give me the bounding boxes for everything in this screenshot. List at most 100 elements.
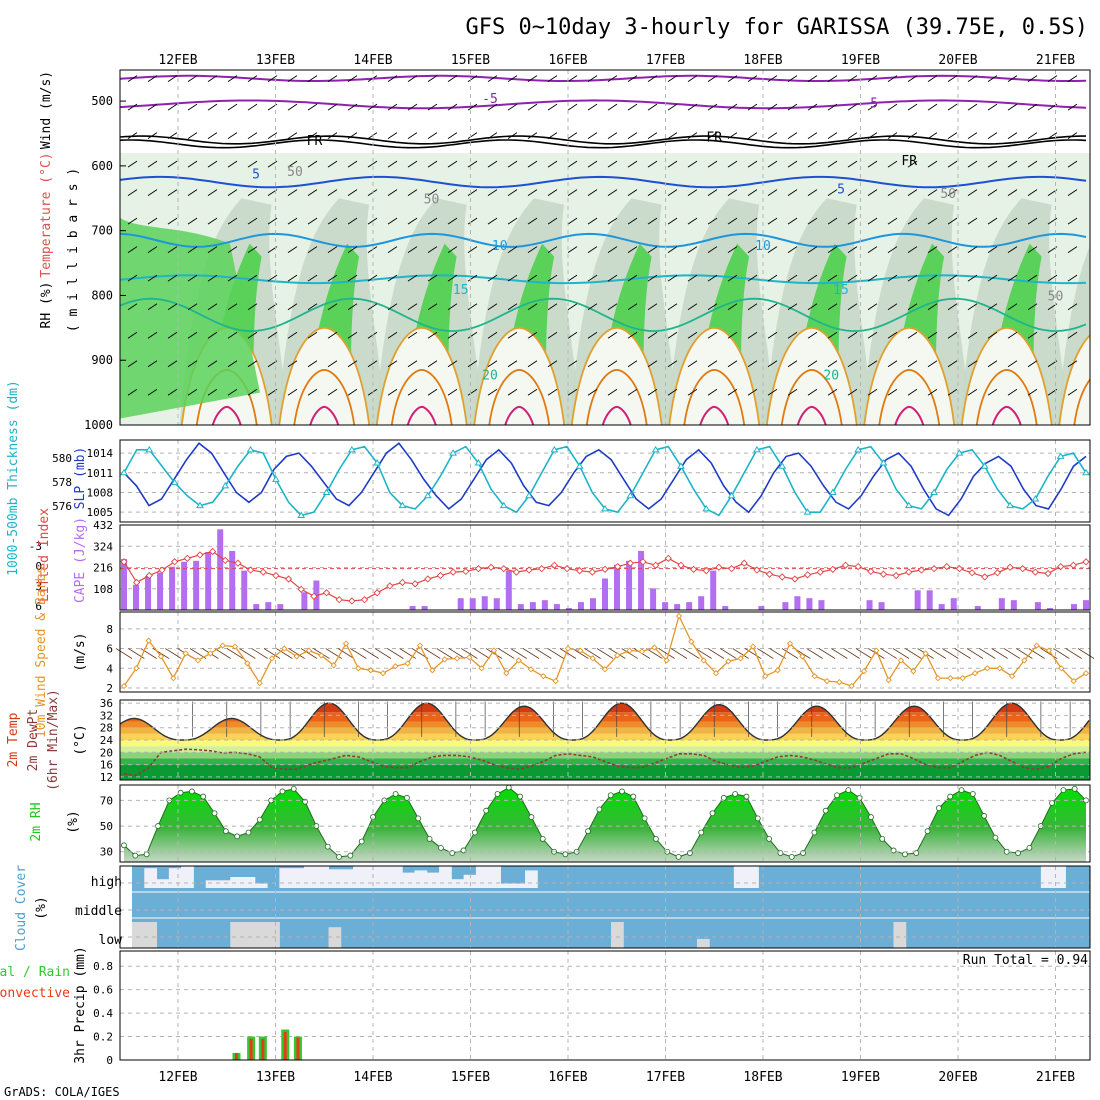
wind-barb <box>667 274 678 282</box>
wind-barb <box>327 132 338 140</box>
wind-barb <box>467 303 478 311</box>
cape-bar <box>193 560 200 610</box>
high-cloud-cell <box>365 866 379 888</box>
wind-barb <box>987 246 998 254</box>
wind-tick-label: 8 <box>106 623 113 636</box>
lifted-index-point <box>803 571 812 579</box>
wind-barb <box>127 388 138 396</box>
panel-frame <box>119 69 1091 426</box>
lifted-index-point <box>120 558 128 566</box>
wind-barb <box>547 648 564 659</box>
wind-barb <box>1053 648 1070 659</box>
wind-barb <box>927 217 938 225</box>
wind-barb <box>387 217 398 225</box>
wind-barb <box>467 160 478 168</box>
rh-point <box>992 834 999 841</box>
contour-label: 50 <box>287 165 303 180</box>
wind-barb <box>767 360 778 368</box>
wind-barb <box>1067 189 1078 197</box>
wind-barb <box>287 217 298 225</box>
wind-speed-point <box>700 657 707 664</box>
wind-speed-point <box>429 667 436 674</box>
wind-barb <box>498 648 515 659</box>
wind-speed-point <box>207 650 214 657</box>
wind-barb <box>667 132 678 140</box>
pressure-tick-label: 1000 <box>84 418 113 432</box>
wind-barb <box>487 160 498 168</box>
wind-barb <box>467 331 478 339</box>
wind-barb <box>707 189 718 197</box>
wind-barb <box>387 75 398 83</box>
wind-barb <box>847 75 858 83</box>
wind-barb <box>647 246 658 254</box>
wind-10m-panel: 2 4 6 8 10m Wind Speed & Barbs (m/s) <box>34 566 1095 738</box>
temperature-contour-10 <box>120 232 1087 248</box>
wind-barb <box>767 132 778 140</box>
wind-barb <box>507 75 518 83</box>
cape-bar <box>205 551 212 610</box>
wind-barb <box>787 388 798 396</box>
wind-barb <box>887 388 898 396</box>
temperature-band <box>120 746 1090 753</box>
wind-barb <box>1027 132 1038 140</box>
rh-point <box>811 829 818 836</box>
temperature-contour-30 <box>780 369 843 425</box>
rh-point <box>415 815 422 822</box>
wind-barb <box>627 303 638 311</box>
cape-bar <box>529 602 536 610</box>
wind-barb <box>407 217 418 225</box>
rh-point <box>856 794 863 801</box>
wind-speed-point <box>194 657 202 664</box>
high-cloud-cell <box>168 868 182 888</box>
thickness-point <box>1056 452 1065 459</box>
wind-barb <box>547 75 558 83</box>
lifted-index-point <box>234 559 242 567</box>
slp-series-line <box>123 442 1087 517</box>
contour-label: 10 <box>492 239 508 254</box>
wind-speed-point <box>355 665 362 672</box>
date-tick-label: 15FEB <box>451 1070 490 1085</box>
lifted-index-point <box>639 558 647 566</box>
wind-speed-point <box>170 675 177 682</box>
thickness-point <box>525 491 533 499</box>
wind-speed-point <box>453 655 461 662</box>
lifted-index-point <box>626 559 634 567</box>
cloud-unit-label: (%) <box>34 896 49 919</box>
wind-barb <box>387 360 398 368</box>
wind-barb <box>1067 360 1078 368</box>
cape-bar <box>157 572 164 610</box>
temperature-axis-label: 2m Temp <box>6 712 21 767</box>
wind-speed-point <box>799 653 806 660</box>
wind-barb <box>847 303 858 311</box>
wind-barb <box>267 217 278 225</box>
wind-barb <box>267 274 278 282</box>
wind-barb <box>287 274 298 282</box>
wind-barb <box>547 189 558 197</box>
cape-bar <box>277 604 284 610</box>
wind-barb <box>867 103 878 111</box>
convective-precip-bar <box>296 1037 300 1060</box>
cape-bar <box>265 602 272 610</box>
date-tick-label: 19FEB <box>841 53 880 68</box>
wind-barb <box>847 388 858 396</box>
thickness-point <box>550 445 559 453</box>
rh-point <box>222 828 229 835</box>
wind-barb <box>207 388 218 396</box>
wind-barb <box>687 246 698 254</box>
wind-barb <box>987 160 998 168</box>
wind-barb <box>127 160 138 168</box>
cape-bar <box>674 604 681 610</box>
wind-barb <box>247 388 258 396</box>
cape-bar <box>686 602 693 610</box>
wind-barb <box>407 246 418 254</box>
lifted-index-point <box>1006 563 1014 571</box>
wind-barb <box>527 360 538 368</box>
wind-barb <box>967 189 978 197</box>
wind-speed-point <box>675 612 683 620</box>
temperature-band <box>120 721 1090 728</box>
lifted-index-point <box>158 566 166 574</box>
rh-point <box>143 851 150 858</box>
wind-barb <box>607 75 618 83</box>
contour-label: 20 <box>482 368 498 383</box>
wind-speed-point <box>934 675 942 682</box>
